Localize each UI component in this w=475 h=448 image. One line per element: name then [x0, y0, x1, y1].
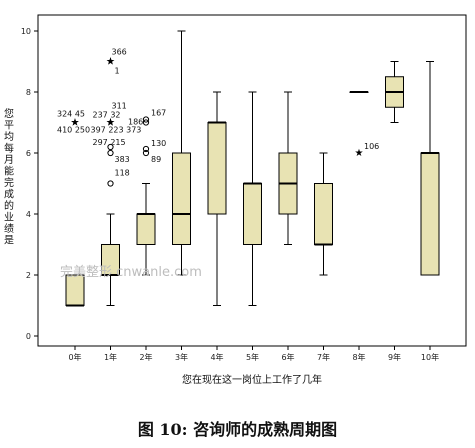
x-tick-label: 4年	[210, 352, 223, 362]
x-tick-label: 8年	[352, 352, 365, 362]
x-tick-label: 5年	[246, 352, 259, 362]
box-4年	[207, 91, 227, 306]
x-tick-label: 9年	[388, 352, 401, 362]
y-axis-title-char: 平	[4, 121, 14, 132]
y-axis-title-char: 完	[4, 176, 14, 189]
y-axis-title-char: 成	[4, 189, 14, 201]
y-tick-label: 2	[26, 271, 31, 280]
outlier-label: 383	[115, 155, 130, 164]
box-8年	[349, 91, 369, 93]
box-9年	[385, 61, 404, 123]
outlier-circle	[142, 116, 150, 123]
y-axis-title-char: 您	[4, 107, 14, 120]
watermark: 完美整形 cnwanle.com	[60, 265, 202, 280]
figure-caption: 图 10: 咨询师的成熟周期图	[137, 420, 338, 439]
y-axis-title-char: 月	[4, 154, 14, 166]
outlier-star: ★	[71, 118, 80, 129]
box-1年	[101, 213, 120, 306]
outlier-label: 410 250	[57, 126, 90, 135]
y-axis-title-char: 能	[4, 165, 14, 178]
outlier-star: ★	[106, 118, 115, 129]
outlier-label: 186	[128, 118, 143, 127]
outlier-circle	[142, 149, 150, 157]
box-body	[207, 122, 227, 215]
x-tick-label: 10年	[421, 352, 439, 362]
box-6年	[278, 91, 298, 245]
outlier-label: 1	[115, 67, 120, 76]
box-series	[65, 30, 440, 307]
outlier-star: ★	[106, 118, 115, 129]
box-body	[136, 213, 156, 245]
x-tick-label: 1年	[104, 352, 117, 362]
outlier-star: ★	[106, 118, 115, 129]
y-tick-label: 10	[21, 27, 31, 36]
x-tick-label: 7年	[317, 352, 330, 362]
x-axis-title: 您在现在这一岗位上工作了几年	[182, 373, 322, 386]
x-tick-label: 3年	[175, 352, 188, 362]
outlier-label: 106	[364, 142, 379, 151]
outlier-label: 324 45	[57, 110, 85, 119]
y-tick-label: 8	[26, 88, 31, 97]
outlier-circle	[107, 143, 114, 151]
y-tick-label: 0	[26, 332, 31, 341]
x-tick-label: 6年	[281, 352, 294, 362]
y-axis-title-char: 绩	[4, 222, 14, 235]
outlier-label: 297 215	[93, 138, 126, 147]
x-tick-label: 2年	[139, 352, 152, 362]
box-10年	[420, 61, 440, 276]
box-body	[243, 183, 262, 245]
outlier-label: 130	[151, 139, 166, 148]
y-axis-title-char: 的	[4, 199, 14, 212]
outlier-star: ★	[106, 57, 115, 68]
outlier-label: 167	[151, 109, 166, 118]
box-body	[172, 152, 191, 245]
outlier-label: 118	[115, 169, 130, 178]
outlier-circle	[142, 145, 150, 153]
box-3年	[172, 30, 191, 276]
y-axis-title-char: 均	[4, 131, 14, 143]
outlier-label: 237 32	[93, 111, 121, 120]
outlier-circle	[142, 119, 150, 126]
y-axis-title-char: 是	[4, 235, 14, 247]
y-axis-title-char: 业	[4, 212, 14, 224]
box-2年	[136, 183, 156, 276]
y-axis-title-char: 每	[4, 142, 14, 155]
outlier-circle	[107, 149, 114, 157]
outlier-series: ★366★1★324 45★410 250★311★237 32★397 223…	[57, 48, 379, 187]
outlier-label: 397 223 373	[91, 126, 142, 135]
box-0年	[65, 274, 85, 307]
box-body	[314, 183, 333, 245]
outlier-circle	[107, 180, 114, 187]
box-body	[420, 152, 440, 276]
box-5年	[243, 91, 262, 306]
outlier-star: ★	[355, 148, 364, 159]
outlier-star: ★	[106, 57, 115, 68]
y-tick-label: 6	[26, 149, 31, 158]
outlier-star: ★	[71, 118, 80, 129]
outlier-label: 89	[151, 155, 161, 164]
outlier-label: 311	[112, 102, 127, 111]
x-tick-label: 0年	[68, 352, 81, 362]
outlier-label: 366	[112, 48, 127, 57]
y-axis-ticks: 0 2 4 6 8 10	[21, 27, 38, 341]
box-7年	[314, 152, 333, 276]
x-axis-ticks: 0年 1年 2年 3年 4年 5年 6年 7年 8年 9年 10年	[68, 346, 439, 362]
y-tick-label: 4	[26, 210, 31, 219]
